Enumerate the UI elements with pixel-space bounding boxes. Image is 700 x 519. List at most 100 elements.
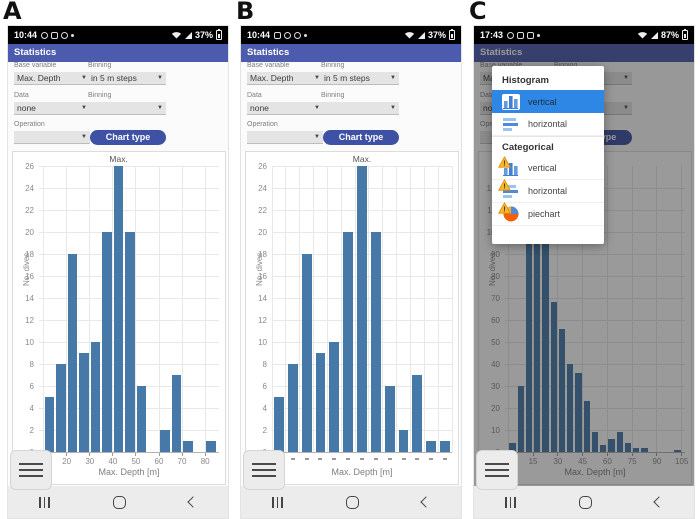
bar[interactable] [301, 254, 312, 452]
y-tick-label: 80 [491, 272, 500, 281]
gridline-x [631, 166, 633, 452]
operation-select[interactable]: ▼ [247, 131, 323, 144]
bar[interactable] [102, 232, 112, 452]
menu-button[interactable] [476, 450, 518, 490]
page-title: Statistics [480, 47, 523, 58]
back-icon[interactable] [186, 496, 199, 508]
recents-icon[interactable] [505, 496, 516, 508]
chart-type-button[interactable]: Chart type [323, 130, 399, 145]
binning-select[interactable]: in 5 m steps ▼ [88, 72, 166, 85]
bar[interactable] [426, 441, 437, 452]
recents-icon[interactable] [39, 496, 50, 508]
y-tick-label: 26 [25, 162, 34, 171]
data-select[interactable]: none▼ [247, 102, 323, 115]
gridline-x [66, 166, 68, 452]
battery-icon [216, 29, 222, 40]
bar [641, 447, 648, 452]
bar[interactable] [440, 441, 450, 452]
home-icon[interactable] [345, 495, 359, 509]
back-icon[interactable] [419, 496, 432, 508]
bar[interactable] [315, 353, 326, 452]
x-tick-mark [89, 453, 91, 456]
bar[interactable] [329, 342, 340, 452]
gridline-x [326, 166, 328, 452]
data-select[interactable]: none▼ [14, 102, 90, 115]
y-tick-label: 24 [25, 184, 34, 193]
operation-select[interactable]: ▼ [14, 131, 90, 144]
bar [534, 170, 541, 452]
binning2-select[interactable]: ▼ [321, 102, 399, 115]
gridline-x [43, 166, 45, 452]
y-tick-label: 2 [29, 426, 34, 435]
panel-c: C 17:43 87% Statistics [466, 0, 699, 519]
gridline-x [181, 166, 183, 452]
bar[interactable] [67, 254, 78, 452]
chart-type-popup: Histogram vertical horizontal Categorical! v… [492, 66, 604, 244]
gridline-y [39, 165, 219, 167]
gridline-x [313, 166, 315, 452]
page-title: Statistics [14, 47, 57, 58]
gridline-x [112, 166, 114, 452]
bar[interactable] [398, 430, 409, 452]
binning2-select[interactable]: ▼ [88, 102, 166, 115]
y-tick-label: 20 [258, 228, 267, 237]
bar[interactable] [160, 430, 170, 452]
chart-type-option-categorical-horizontal[interactable]: ! horizontal [492, 179, 604, 203]
y-tick-label: 10 [25, 338, 34, 347]
chart-type-button[interactable]: Chart type [90, 130, 166, 145]
bar[interactable] [274, 397, 284, 452]
bar[interactable] [343, 232, 354, 452]
x-tick-dash [415, 458, 420, 460]
base-variable-label: Base variable [247, 62, 290, 69]
x-tick-label: 105 [675, 457, 689, 466]
bar[interactable] [113, 166, 124, 452]
bar [558, 328, 566, 452]
gridline-x [368, 166, 370, 452]
bar[interactable] [287, 364, 298, 452]
home-icon[interactable] [578, 495, 592, 509]
bar[interactable] [56, 364, 66, 452]
bar[interactable] [136, 386, 147, 452]
bar[interactable] [384, 386, 395, 452]
dropdown-arrow-icon: ▼ [81, 75, 87, 81]
max-annotation: Max. [352, 154, 372, 164]
bar[interactable] [79, 353, 89, 452]
back-icon[interactable] [652, 496, 665, 508]
home-icon[interactable] [112, 495, 126, 509]
x-tick-label: 15 [528, 457, 538, 466]
menu-button[interactable] [243, 450, 285, 490]
gridline-y [505, 319, 685, 321]
gridline-x [354, 166, 356, 452]
gallery-icon [274, 31, 282, 39]
battery-percent: 87% [660, 30, 679, 40]
chart-type-option-categorical-vertical[interactable]: ! vertical [492, 156, 604, 180]
x-tick-mark [656, 453, 658, 456]
max-annotation: Max. [109, 154, 128, 164]
chart-type-option-histogram-horizontal[interactable]: horizontal [492, 113, 604, 136]
bar[interactable] [206, 441, 216, 452]
menu-button[interactable] [10, 450, 52, 490]
binning-select[interactable]: in 5 m steps ▼ [321, 72, 399, 85]
notification-dot-icon [537, 33, 541, 37]
gridline-x [437, 166, 439, 452]
base-variable-select[interactable]: Max. Depth▼ [14, 72, 90, 85]
bar[interactable] [90, 342, 101, 452]
battery-icon [682, 29, 688, 40]
base-variable-select[interactable]: Max. Depth▼ [247, 72, 323, 85]
bar[interactable] [370, 232, 381, 452]
gridline-x [423, 166, 425, 452]
bar[interactable] [171, 375, 182, 452]
y-tick-label: 8 [262, 360, 267, 369]
recents-icon[interactable] [272, 496, 283, 508]
bar[interactable] [125, 232, 135, 452]
bar[interactable] [44, 397, 55, 452]
bar [583, 401, 590, 452]
chart-type-option-histogram-vertical[interactable]: vertical [492, 90, 604, 113]
x-tick-label: 70 [177, 457, 187, 466]
bar[interactable] [357, 166, 367, 452]
chart-type-option-categorical-piechart[interactable]: ! piechart [492, 202, 604, 226]
bar[interactable] [183, 441, 193, 452]
chart-type-option-label: horizontal [528, 119, 568, 129]
bar[interactable] [412, 375, 423, 452]
y-tick-label: 18 [258, 250, 267, 259]
